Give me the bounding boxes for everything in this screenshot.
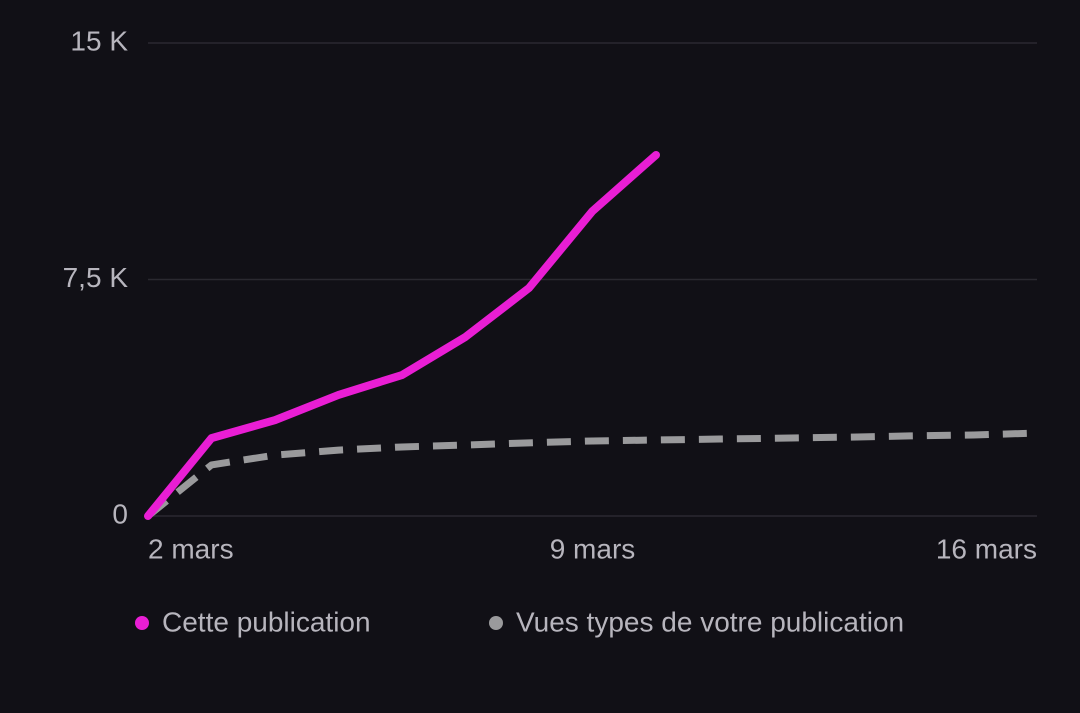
x-tick-label: 16 mars — [936, 533, 1037, 564]
y-tick-label: 7,5 K — [63, 262, 129, 293]
y-tick-label: 15 K — [70, 25, 128, 56]
legend-marker — [135, 616, 149, 630]
y-tick-label: 0 — [112, 498, 128, 529]
x-tick-label: 9 mars — [550, 533, 636, 564]
legend-label: Cette publication — [162, 606, 371, 637]
legend-marker — [489, 616, 503, 630]
series-line — [144, 150, 660, 520]
legend-label: Vues types de votre publication — [516, 606, 904, 637]
series-line — [145, 429, 1038, 519]
x-tick-label: 2 mars — [148, 533, 234, 564]
